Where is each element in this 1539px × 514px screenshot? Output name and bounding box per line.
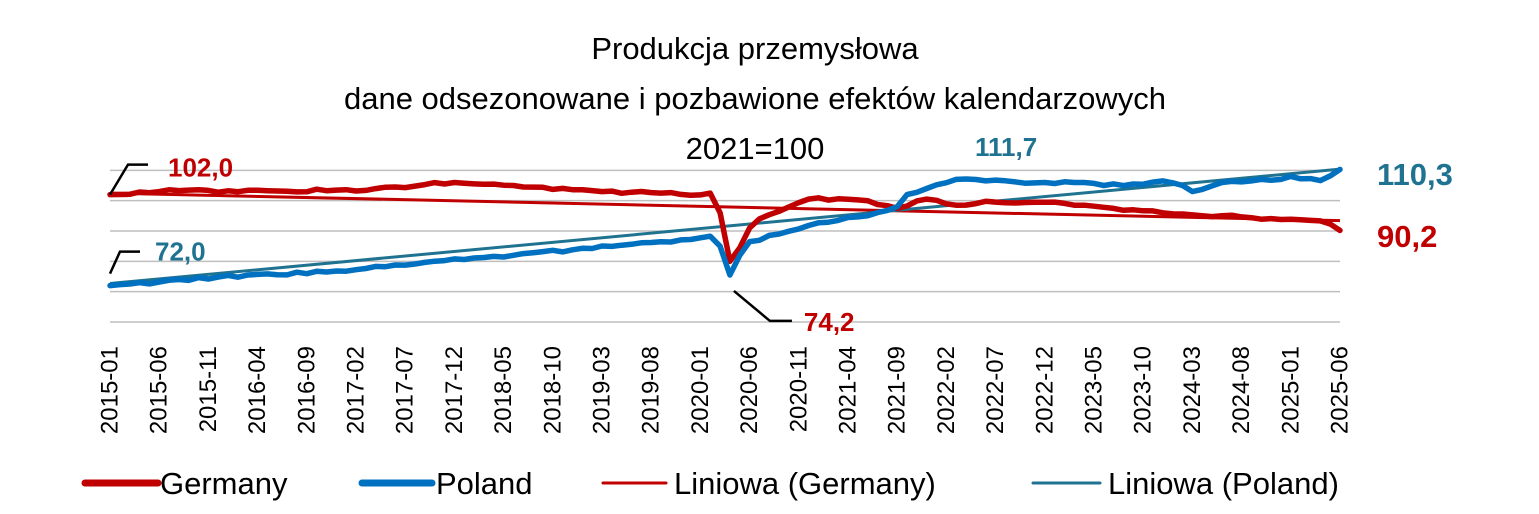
x-axis-tick-labels: 2015-01 2015-06 2015-11 2016-04 2016-09 2017-…	[97, 346, 1354, 434]
x-tick-label: 2024-08	[1228, 346, 1255, 434]
annotation-label: 102,0	[168, 153, 233, 183]
annotations: 102,0 72,0 74,2 111,7 110,3 90,2	[155, 132, 1453, 337]
annotation-label: 74,2	[804, 307, 855, 337]
x-tick-label: 2018-05	[490, 346, 517, 434]
chart-title: Produkcja przemysłowa dane odsezonowane …	[344, 31, 1166, 166]
legend-label-2: Liniowa (Germany)	[674, 466, 936, 501]
annotation-label: 90,2	[1377, 219, 1437, 254]
series-lines	[107, 166, 1343, 289]
x-tick-label: 2021-09	[884, 346, 911, 434]
x-tick-label: 2017-12	[441, 346, 468, 434]
legend-label-1: Poland	[436, 466, 533, 501]
x-tick-label: 2020-01	[687, 346, 714, 434]
legend-label-0: Germany	[160, 466, 288, 501]
annotation-leaders	[108, 163, 792, 323]
x-tick-label: 2016-04	[244, 346, 271, 434]
x-tick-label: 2020-06	[736, 346, 763, 434]
series-line-poland	[107, 166, 1343, 289]
x-tick-label: 2018-10	[539, 346, 566, 434]
chart-title-line-3: 2021=100	[686, 131, 825, 166]
x-tick-label: 2025-01	[1277, 346, 1304, 434]
x-tick-label: 2016-09	[293, 346, 320, 434]
x-tick-label: 2022-02	[933, 346, 960, 434]
annotation-leader	[108, 250, 140, 275]
trend-line-germany	[109, 191, 1341, 223]
x-tick-label: 2017-07	[392, 346, 419, 434]
annotation-label: 72,0	[155, 237, 206, 267]
x-tick-label: 2021-04	[835, 346, 862, 434]
chart-title-line-1: Produkcja przemysłowa	[591, 31, 919, 66]
chart-title-line-2: dane odsezonowane i pozbawione efektów k…	[344, 81, 1166, 116]
x-tick-label: 2022-07	[982, 346, 1009, 434]
series-line-germany	[107, 179, 1343, 265]
x-tick-label: 2015-06	[146, 346, 173, 434]
annotation-leader	[108, 163, 148, 196]
x-tick-label: 2017-02	[343, 346, 370, 434]
x-tick-label: 2024-03	[1179, 346, 1206, 434]
legend: Germany Poland Liniowa (Germany) Liniowa (P…	[81, 466, 1339, 501]
x-tick-label: 2023-10	[1130, 346, 1157, 434]
x-tick-label: 2022-12	[1031, 346, 1058, 434]
x-tick-label: 2015-01	[97, 346, 124, 434]
x-tick-label: 2023-05	[1081, 346, 1108, 434]
x-tick-label: 2019-08	[638, 346, 665, 434]
x-tick-label: 2015-11	[195, 346, 222, 432]
x-tick-label: 2020-11	[785, 346, 812, 432]
annotation-label: 111,7	[975, 132, 1037, 162]
annotation-leader	[733, 289, 792, 323]
x-tick-label: 2019-03	[589, 346, 616, 434]
x-tick-label: 2025-06	[1327, 346, 1354, 434]
annotation-label: 110,3	[1377, 157, 1453, 192]
legend-label-3: Liniowa (Poland)	[1108, 466, 1339, 501]
